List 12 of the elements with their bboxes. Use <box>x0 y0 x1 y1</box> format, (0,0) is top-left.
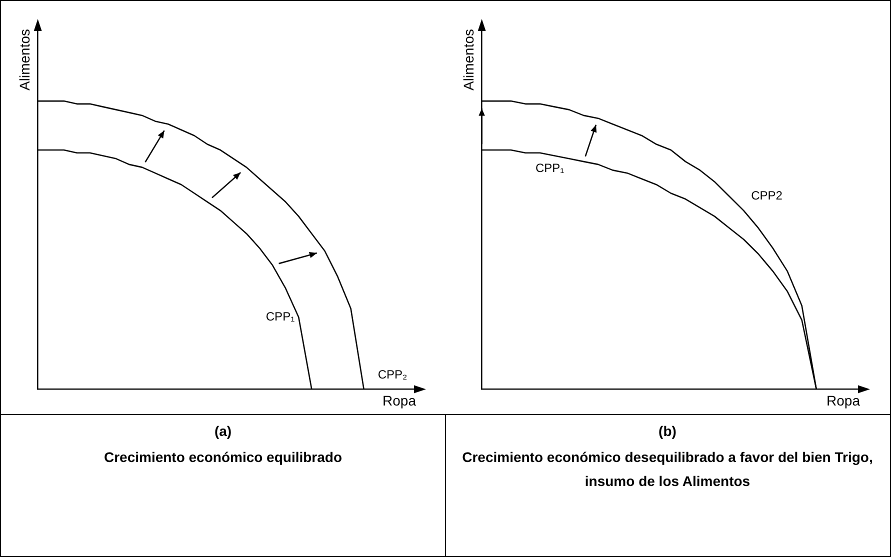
y-axis-title: Alimentos <box>16 29 32 90</box>
series-label: CPP₁ <box>535 161 564 176</box>
series-label: CPP2 <box>751 188 783 202</box>
x-axis-title: Ropa <box>382 392 416 408</box>
text: (a) <box>213 423 233 439</box>
text: Crecimiento económico equilibrado <box>102 448 344 467</box>
series-label: CPP₁ <box>266 309 295 324</box>
text: Crecimiento económico desequilibrado a favor del bien Trigo, insumo de los Alimentos <box>461 448 874 491</box>
y-axis-title: Alimentos <box>460 29 476 90</box>
text: (b) <box>658 423 678 439</box>
x-axis-title: Ropa <box>826 392 860 408</box>
series-label: CPP₂ <box>378 368 408 382</box>
